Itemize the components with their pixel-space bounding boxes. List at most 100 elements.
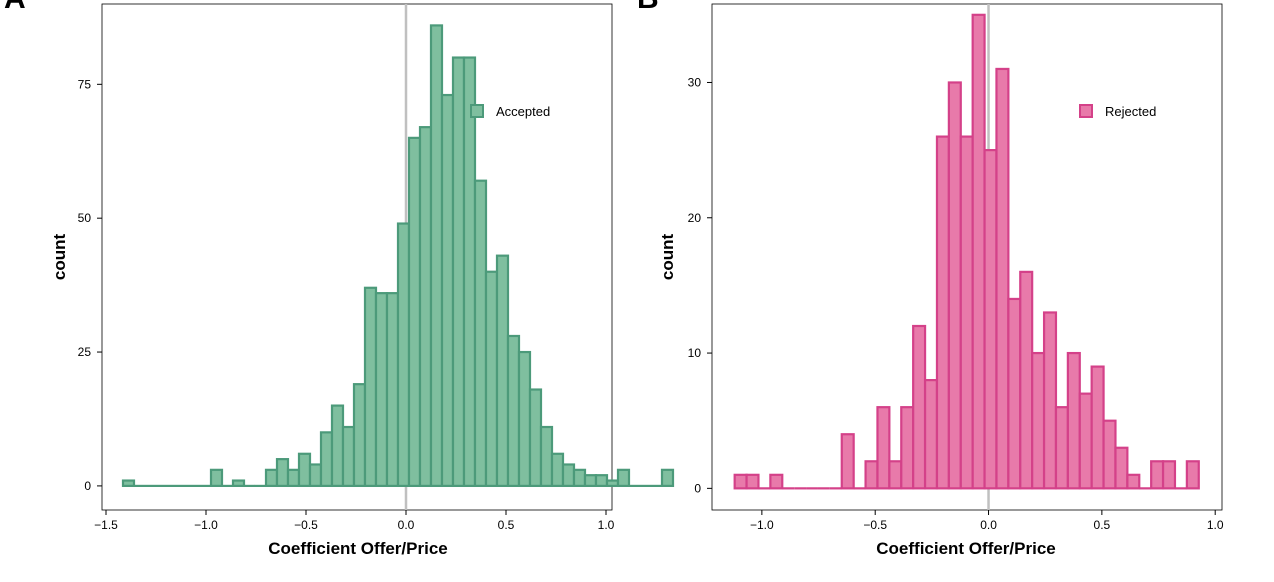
panel-a-x-axis-title: Coefficient Offer/Price: [268, 539, 448, 558]
panel-b-x-axis-title: Coefficient Offer/Price: [876, 539, 1056, 558]
panel-a-bar: [297, 452, 312, 488]
panel-a-bar: [572, 468, 587, 488]
panel-b-bar: [912, 324, 927, 490]
panel-b-bar: [1114, 446, 1129, 490]
panel-b-bars: [733, 13, 1200, 490]
panel-a-bar: [440, 93, 455, 488]
panel-a-y-tick-label: 75: [78, 77, 92, 91]
panel-a-bar: [407, 136, 422, 488]
panel-a-x-tick-label: −1.5: [94, 518, 118, 532]
panel-a-bar: [660, 468, 675, 488]
panel-a-bar: [484, 270, 499, 488]
panel-a-bar: [308, 463, 323, 488]
panel-b-bar: [1150, 460, 1165, 490]
panel-a-bar: [616, 468, 631, 488]
panel-a-bar: [429, 24, 444, 488]
panel-a-y-tick-label: 50: [78, 211, 92, 225]
panel-b-bar: [876, 406, 891, 490]
panel-a-bar: [473, 179, 488, 488]
panel-a-bar: [396, 222, 411, 488]
panel-b-bar: [1019, 270, 1034, 490]
panel-b-bar: [864, 460, 879, 490]
panel-a-bar: [528, 388, 543, 488]
panel-a-bar: [286, 468, 301, 488]
panel-a-y-axis-title: count: [50, 234, 69, 281]
panel-a-bar: [231, 479, 246, 488]
panel-b-bar: [1007, 297, 1022, 490]
panel-b-legend-swatch: [1079, 104, 1093, 118]
panel-a-x-tick-label: −0.5: [294, 518, 318, 532]
panel-b: B −1.0 −0.5 0.0 0.5 1.0 0 10 20 30 Rejected Coe…: [637, 0, 1224, 558]
panel-a-x-ticks: −1.5 −1.0 −0.5 0.0 0.5 1.0: [94, 510, 615, 532]
panel-b-bar: [1042, 311, 1058, 490]
panel-b-x-tick-label: 0.0: [980, 518, 997, 532]
panel-b-bar: [995, 67, 1010, 490]
panel-a-bar: [319, 431, 334, 488]
panel-a-bar: [363, 286, 378, 488]
panel-a-bar: [330, 404, 345, 488]
panel-a-bar: [462, 56, 477, 488]
panel-a-legend-swatch: [470, 104, 484, 118]
panel-a-bar: [385, 292, 400, 488]
panel-b-bar: [1078, 392, 1093, 490]
panel-a-bar: [539, 425, 554, 488]
panel-a-bar: [605, 479, 620, 488]
panel-a-bar: [495, 254, 510, 488]
panel-b-letter: B: [637, 0, 659, 15]
panel-a-bar: [352, 383, 367, 488]
panel-b-bar: [1054, 406, 1069, 490]
panel-a-legend: Accepted: [470, 104, 550, 119]
panel-b-x-tick-label: 1.0: [1207, 518, 1224, 532]
panel-a-bar: [209, 468, 224, 488]
panel-b-legend-label: Rejected: [1105, 104, 1156, 119]
panel-b-x-tick-label: −0.5: [863, 518, 887, 532]
panel-a-bar: [550, 452, 565, 488]
panel-a-bar: [583, 474, 598, 488]
panel-a-bar: [341, 425, 356, 488]
panel-b-bar: [1185, 460, 1200, 490]
panel-b-bar: [947, 81, 962, 490]
panel-a-bar: [275, 458, 290, 488]
panel-b-bar: [769, 473, 784, 490]
panel-b-bar: [840, 433, 855, 490]
panel-a-bar: [418, 126, 433, 488]
panel-b-y-axis-title: count: [658, 234, 677, 281]
panel-a-x-tick-label: −1.0: [194, 518, 218, 532]
panel-b-x-ticks: −1.0 −0.5 0.0 0.5 1.0: [750, 510, 1224, 532]
panel-b-bar: [888, 460, 903, 490]
panel-b-y-tick-label: 30: [688, 75, 702, 89]
panel-b-bar: [971, 13, 986, 490]
panel-b-y-tick-label: 10: [688, 346, 702, 360]
panel-b-bar: [1066, 351, 1081, 490]
panel-a-x-tick-label: 0.5: [498, 518, 515, 532]
panel-a-bar: [451, 56, 466, 488]
panel-a-bar: [121, 479, 136, 488]
panel-a-bars: [121, 24, 675, 488]
panel-a-x-tick-label: 1.0: [598, 518, 615, 532]
panel-b-bar: [923, 379, 939, 490]
panel-a-x-tick-label: 0.0: [398, 518, 415, 532]
panel-a-bar: [594, 474, 609, 488]
panel-b-y-ticks: 0 10 20 30: [688, 75, 712, 495]
panel-b-bar: [959, 135, 974, 490]
panel-b-x-tick-label: −1.0: [750, 518, 774, 532]
panel-a-bar: [506, 334, 521, 488]
panel-a-bar: [517, 350, 532, 488]
panel-a-y-tick-label: 25: [78, 345, 92, 359]
panel-b-y-tick-label: 20: [688, 211, 702, 225]
panel-b-y-tick-label: 0: [694, 481, 701, 495]
panel-b-bar: [983, 149, 998, 490]
panel-a-bar: [374, 292, 389, 488]
panel-a-bar: [561, 463, 576, 488]
panel-b-legend: Rejected: [1079, 104, 1156, 119]
panel-a-letter: A: [4, 0, 26, 15]
panel-b-bar: [745, 473, 760, 490]
panel-b-bar: [1102, 419, 1117, 490]
panel-b-bar: [1126, 473, 1141, 490]
panel-a-bar: [264, 468, 279, 488]
panel-b-bar: [935, 135, 950, 490]
panel-a: A −1.5 −1.0 −0.5 0.0 0.5 1.0 0 25 50 75 Accepted…: [4, 0, 675, 558]
panel-b-bar: [900, 406, 915, 490]
panel-b-bar: [1090, 365, 1105, 490]
